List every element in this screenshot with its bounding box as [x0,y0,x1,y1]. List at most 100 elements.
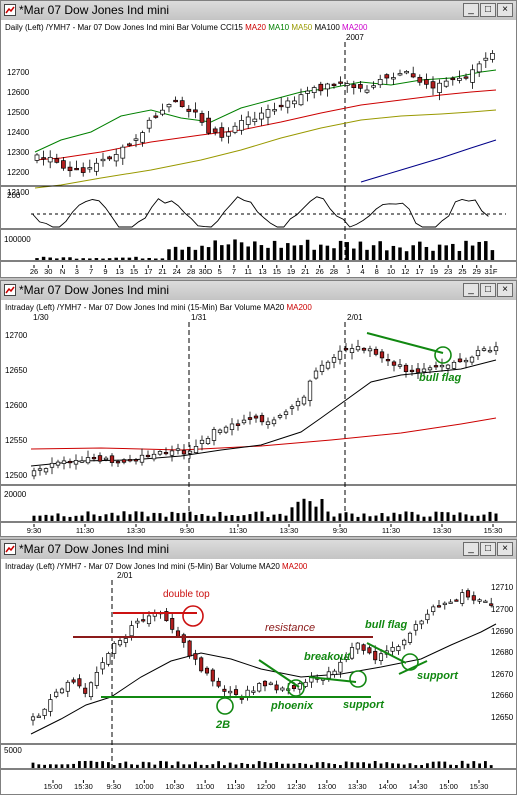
svg-text:12550: 12550 [5,436,28,445]
axis-tick-label: 11:30 [382,526,400,535]
close-button[interactable]: × [497,3,513,17]
maximize-button[interactable]: □ [480,283,496,297]
intraday-15min-chart[interactable]: Intraday (Left) /YMH7 - Mar 07 Dow Jones… [1,300,516,536]
daily-chart[interactable]: Daily (Left) /YMH7 - Mar 07 Dow Jones In… [1,20,516,277]
down-bar [450,77,456,81]
volume-bar [308,501,312,521]
volume-bar [224,515,228,521]
volume-bar [320,498,324,521]
volume-bar [305,239,310,260]
up-bar [272,109,277,112]
volume-bar [62,516,66,521]
legend-item: MA200 [284,303,312,312]
volume-bar [176,513,180,521]
volume-bar [444,245,448,260]
axis-tick-label: 14:00 [378,782,397,791]
up-bar [239,120,244,131]
daily-chart-window[interactable]: *Mar 07 Dow Jones Ind mini _ □ × Daily (… [0,0,517,278]
minimize-button[interactable]: _ [463,3,479,17]
volume-bar [449,764,452,768]
breakout-annotation: breakout [304,651,367,688]
chart-legend: Daily (Left) /YMH7 - Mar 07 Dow Jones In… [5,23,368,32]
up-bar [425,613,430,621]
down-bar [430,81,436,89]
volume-bar [121,257,125,260]
maximize-button[interactable]: □ [480,542,496,556]
up-bar [295,400,301,407]
up-bar [241,419,247,424]
up-bar [87,167,93,170]
down-bar [253,415,259,419]
volume-bar [89,760,93,768]
down-bar [41,157,46,160]
up-bar [349,348,355,353]
down-bar [181,450,187,455]
up-bar [493,346,499,352]
up-bar [344,83,350,86]
axis-tick-label: 13 [258,267,266,276]
intraday-5min-chart[interactable]: Intraday (Left) /YMH7 - Mar 07 Dow Jones… [1,559,516,794]
volume-bar [41,256,46,260]
legend-item: MA10 [266,23,290,32]
volume-bar [362,762,365,768]
down-bar [351,84,357,89]
up-bar [391,77,396,80]
svg-text:12710: 12710 [491,583,514,592]
minimize-button[interactable]: _ [463,283,479,297]
volume-bar [460,760,464,768]
svg-text:12500: 12500 [7,108,30,117]
title-bar[interactable]: *Mar 07 Dow Jones Ind mini _ □ × [1,1,516,21]
up-bar [245,116,251,125]
maximize-button[interactable]: □ [480,3,496,17]
volume-bars [31,760,493,768]
volume-bar [248,514,252,521]
axis-tick-label: 12:30 [287,782,306,791]
up-bar [94,162,99,172]
volume-bar [38,515,42,521]
volume-bar [112,765,116,768]
date-axis: 26 30 N 3 7 9 13 15 17 21 24 28 30D 5 7 11 13 15 19 21 26 28 J… [30,265,498,276]
volume-bar [494,513,498,521]
up-bar [146,615,152,625]
volume-bar [302,498,306,521]
resistance-annotation: resistance [73,622,373,638]
up-bar [146,119,152,129]
axis-tick-label: 15 [130,267,138,276]
volume-bar [292,245,297,260]
close-button[interactable]: × [497,542,513,556]
up-bar [301,396,307,405]
up-bar [451,361,457,369]
volume-bar [140,258,145,260]
up-bar [332,670,337,675]
down-bar [278,104,284,108]
down-bar [235,423,241,426]
up-bar [123,638,128,643]
price-bars [30,588,494,726]
up-bar [439,364,445,368]
title-bar[interactable]: *Mar 07 Dow Jones Ind mini _ □ × [1,540,516,560]
down-bar [67,460,73,464]
volume-axis-label: 100000 [4,235,31,244]
volume-bar [37,764,41,768]
volume-bar [392,512,396,521]
minimize-button[interactable]: _ [463,542,479,556]
volume-bar [158,513,162,521]
axis-tick-label: 4 [360,267,364,276]
volume-bar [74,258,79,260]
intraday-5min-window[interactable]: *Mar 07 Dow Jones Ind mini _ □ × Intrada… [0,539,517,795]
volume-bar [260,511,264,521]
up-bar [460,592,465,604]
up-bar [338,661,343,673]
volume-bar [200,245,204,260]
volume-bar [379,763,383,768]
intraday-15min-window[interactable]: *Mar 07 Dow Jones Ind mini _ □ × Intrada… [0,280,517,537]
up-bar [402,639,407,646]
axis-tick-label: 21 [301,267,309,276]
volume-bar [416,514,420,521]
up-bar [483,57,489,61]
close-button[interactable]: × [497,283,513,297]
title-bar[interactable]: *Mar 07 Dow Jones Ind mini _ □ × [1,281,516,301]
down-bar [262,680,268,687]
volume-bar [239,242,244,260]
up-bar [73,460,79,465]
